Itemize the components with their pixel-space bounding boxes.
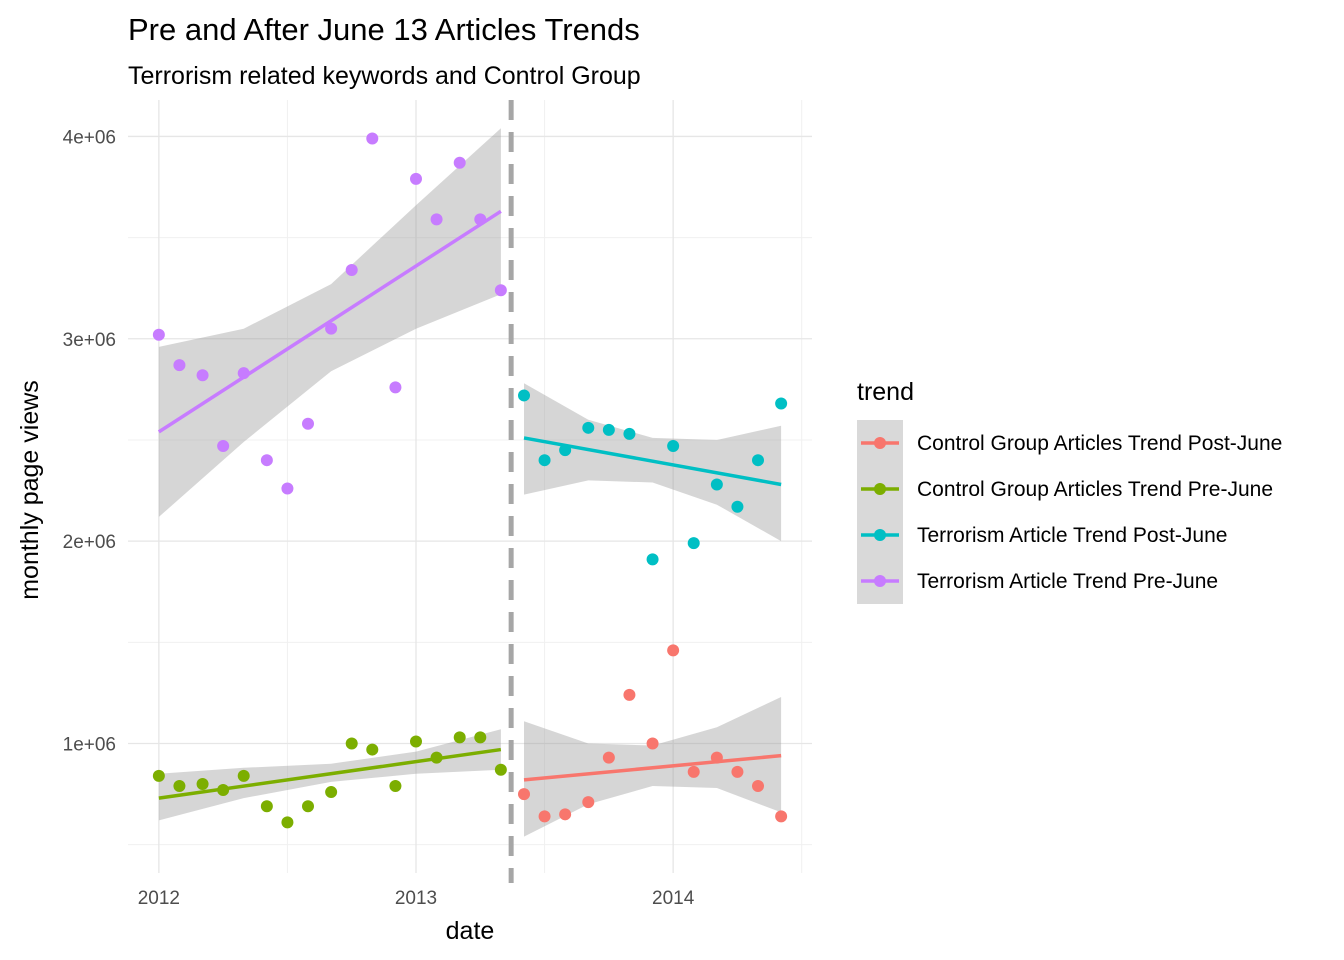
data-point (775, 397, 788, 410)
data-point (325, 786, 338, 799)
data-point (173, 359, 186, 372)
legend-key-point (874, 575, 886, 587)
data-point (260, 800, 273, 813)
data-point (281, 482, 294, 495)
data-points (152, 132, 788, 829)
data-point (518, 389, 530, 402)
chart-subtitle: Terrorism related keywords and Control G… (128, 62, 641, 90)
data-point (410, 172, 422, 185)
data-point (623, 427, 636, 440)
data-point (453, 156, 466, 169)
legend-title: trend (857, 378, 914, 406)
data-point (602, 751, 615, 764)
data-point (559, 808, 572, 821)
y-axis-title: monthly page views (16, 380, 44, 600)
trend-line (523, 436, 782, 487)
data-point (646, 737, 659, 750)
trend-line (157, 209, 502, 434)
x-tick-label: 2012 (138, 888, 180, 909)
data-point (731, 765, 744, 778)
y-tick-label: 1e+06 (63, 734, 116, 755)
data-point (623, 688, 636, 701)
data-point (731, 500, 744, 513)
data-point (752, 454, 764, 467)
data-point (518, 788, 530, 801)
y-tick-label: 4e+06 (63, 127, 116, 148)
data-point (667, 440, 680, 453)
data-point (366, 743, 379, 756)
legend-item: Terrorism Article Trend Pre-June (857, 558, 1218, 604)
trend-lines (157, 209, 782, 800)
grid (128, 100, 812, 873)
data-point (217, 440, 230, 453)
data-point (430, 213, 443, 226)
data-point (152, 328, 165, 341)
legend-key-point (874, 483, 886, 495)
data-point (281, 816, 294, 829)
data-point (237, 769, 250, 782)
data-point (389, 779, 402, 792)
data-point (173, 779, 186, 792)
data-point (775, 810, 788, 823)
legend-item: Terrorism Article Trend Post-June (857, 512, 1227, 558)
legend-label: Terrorism Article Trend Pre-June (917, 570, 1218, 593)
data-point (602, 423, 615, 436)
data-point (538, 810, 551, 823)
data-point (494, 284, 507, 297)
data-point (345, 737, 358, 750)
data-point (260, 454, 273, 467)
data-point (410, 735, 422, 748)
data-point (494, 763, 507, 776)
legend-item: Control Group Articles Trend Pre-June (857, 466, 1273, 512)
confidence-bands (158, 128, 782, 837)
data-point (474, 731, 487, 744)
chart-title: Pre and After June 13 Articles Trends (128, 12, 640, 47)
legend-item: Control Group Articles Trend Post-June (857, 420, 1282, 466)
data-point (302, 417, 314, 430)
data-point (687, 537, 700, 550)
trend-line (158, 747, 502, 800)
data-point (710, 478, 723, 491)
trend-line (523, 753, 782, 782)
y-tick-label: 3e+06 (63, 330, 116, 351)
data-point (646, 553, 659, 566)
data-point (687, 765, 700, 778)
x-axis-title: date (446, 917, 495, 945)
data-point (345, 263, 358, 276)
data-point (538, 454, 551, 467)
axis-ticks: 2012 2013 2014 1e+06 2e+06 3e+06 4e+06 (63, 127, 695, 909)
data-point (325, 322, 338, 335)
data-point (302, 800, 314, 813)
legend-label: Control Group Articles Trend Pre-June (917, 478, 1273, 501)
data-point (453, 731, 466, 744)
data-point (582, 421, 595, 434)
x-tick-label: 2014 (652, 888, 695, 909)
data-point (389, 381, 402, 394)
y-tick-label: 2e+06 (63, 532, 116, 553)
data-point (152, 769, 165, 782)
legend-label: Control Group Articles Trend Post-June (917, 432, 1282, 455)
data-point (582, 796, 595, 809)
data-point (366, 132, 379, 145)
x-tick-label: 2013 (395, 888, 437, 909)
legend-key-point (874, 529, 886, 541)
legend-key-point (874, 437, 886, 449)
legend: trend Control Group Articles Trend Post-… (857, 378, 1282, 604)
legend-label: Terrorism Article Trend Post-June (917, 524, 1227, 547)
data-point (752, 779, 764, 792)
data-point (667, 644, 680, 657)
data-point (196, 777, 209, 790)
data-point (196, 369, 209, 382)
